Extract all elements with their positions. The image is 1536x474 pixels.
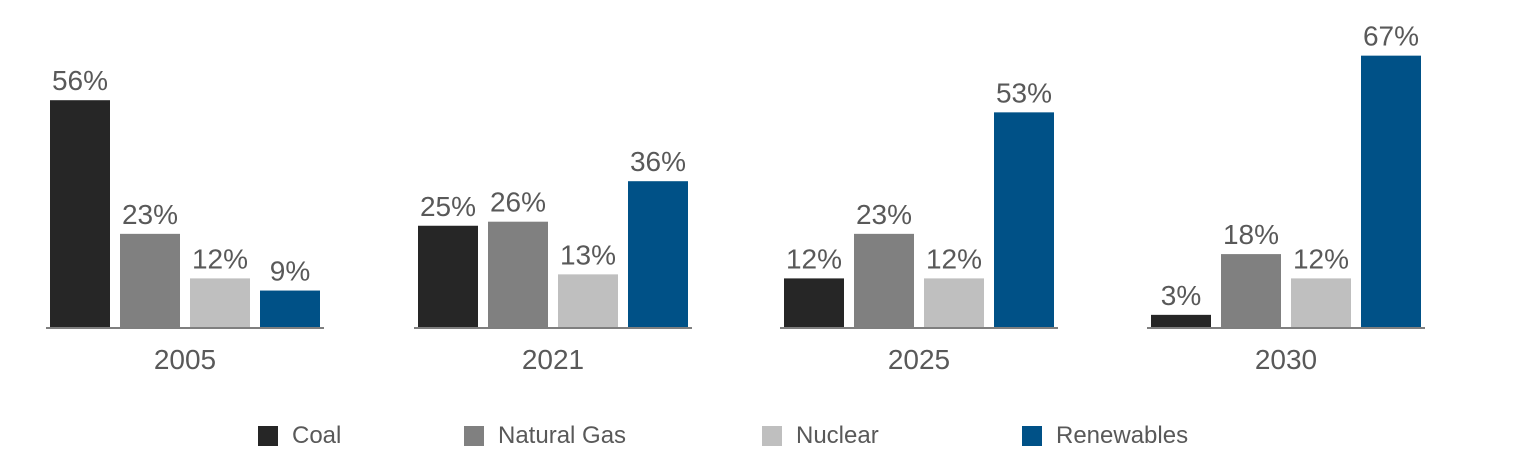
legend-swatch-coal — [258, 426, 278, 446]
legend-label-natural-gas: Natural Gas — [498, 422, 627, 449]
data-label-2025-coal: 12% — [786, 243, 842, 274]
data-label-2030-coal: 3% — [1161, 280, 1201, 311]
legend-item-nuclear: Nuclear — [762, 418, 879, 454]
bar-2030-natural-gas — [1221, 254, 1281, 327]
data-label-2030-natural-gas: 18% — [1223, 219, 1279, 250]
bar-2005-coal — [50, 100, 110, 327]
data-label-2021-coal: 25% — [420, 191, 476, 222]
legend-swatch-nuclear — [762, 426, 782, 446]
legend-swatch-renewables — [1022, 426, 1042, 446]
legend: Coal Natural Gas Nuclear Renewables — [0, 418, 1536, 454]
data-label-2005-natural-gas: 23% — [122, 199, 178, 230]
data-label-2025-natural-gas: 23% — [856, 199, 912, 230]
data-label-2005-renewables: 9% — [270, 256, 310, 287]
legend-item-coal: Coal — [258, 418, 341, 454]
legend-item-natural-gas: Natural Gas — [464, 418, 626, 454]
bar-group-2021: 25% 26% 13% 36% 2021 — [414, 146, 692, 375]
bar-2030-coal — [1151, 314, 1211, 327]
bar-2005-natural-gas — [120, 233, 180, 327]
bar-2030-renewables — [1361, 55, 1421, 328]
legend-swatch-natural-gas — [464, 426, 484, 446]
bar-group-2030: 3% 18% 12% 67% 2030 — [1147, 21, 1425, 375]
bar-group-2005: 56% 23% 12% 9% 2005 — [46, 65, 324, 375]
bar-2030-nuclear — [1291, 278, 1351, 327]
legend-item-renewables: Renewables — [1022, 418, 1188, 454]
bar-2025-natural-gas — [854, 233, 914, 327]
bar-2025-coal — [784, 278, 844, 327]
data-label-2021-natural-gas: 26% — [490, 187, 546, 218]
bar-2005-renewables — [260, 290, 320, 327]
category-label-2025: 2025 — [888, 344, 950, 375]
bar-2021-renewables — [628, 181, 688, 327]
data-label-2025-nuclear: 12% — [926, 243, 982, 274]
category-label-2021: 2021 — [522, 344, 584, 375]
legend-label-nuclear: Nuclear — [796, 422, 879, 449]
bar-2005-nuclear — [190, 278, 250, 327]
category-label-2005: 2005 — [154, 344, 216, 375]
data-label-2025-renewables: 53% — [996, 77, 1052, 108]
data-label-2005-coal: 56% — [52, 65, 108, 96]
legend-label-coal: Coal — [292, 422, 342, 449]
data-label-2030-renewables: 67% — [1363, 21, 1419, 52]
category-label-2030: 2030 — [1255, 344, 1317, 375]
data-label-2021-nuclear: 13% — [560, 239, 616, 270]
bar-2021-natural-gas — [488, 221, 548, 327]
legend-label-renewables: Renewables — [1056, 422, 1189, 449]
bar-2025-nuclear — [924, 278, 984, 327]
bar-group-2025: 12% 23% 12% 53% 2025 — [780, 77, 1058, 375]
data-label-2005-nuclear: 12% — [192, 243, 248, 274]
data-label-2030-nuclear: 12% — [1293, 243, 1349, 274]
data-label-2021-renewables: 36% — [630, 146, 686, 177]
bar-2021-coal — [418, 225, 478, 327]
bar-2021-nuclear — [558, 274, 618, 327]
bar-2025-renewables — [994, 112, 1054, 327]
